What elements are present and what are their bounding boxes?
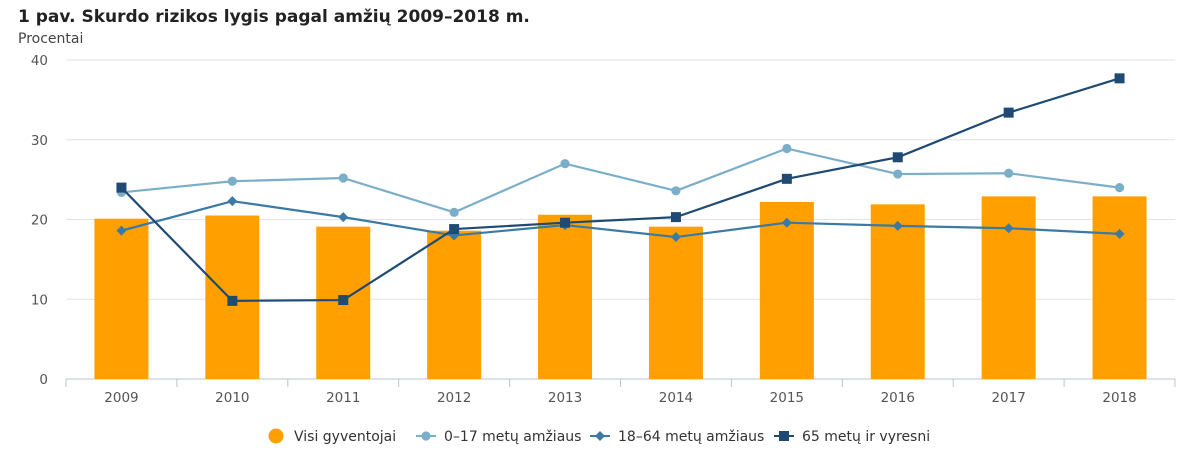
point <box>227 196 238 207</box>
legend-item: Visi gyventojai <box>268 428 396 445</box>
bar <box>1092 196 1147 379</box>
point <box>781 217 792 228</box>
chart-title: 1 pav. Skurdo rizikos lygis pagal amžių … <box>18 7 530 27</box>
bar <box>538 214 593 379</box>
y-tick-label: 40 <box>31 53 48 69</box>
point <box>670 232 681 243</box>
point <box>1114 73 1125 84</box>
legend-item: 65 metų ir vyresni <box>774 429 930 445</box>
series-line <box>120 77 1120 302</box>
point <box>338 295 349 306</box>
y-tick-label: 30 <box>31 133 48 149</box>
legend-item: 18–64 metų amžiaus <box>590 429 764 445</box>
bar <box>648 226 703 379</box>
x-tick-label: 2011 <box>326 390 360 406</box>
bar <box>870 204 925 379</box>
point <box>893 169 903 179</box>
point <box>670 212 681 223</box>
legend-label: 0–17 metų amžiaus <box>444 429 581 445</box>
x-tick-label: 2016 <box>881 390 915 406</box>
bar <box>759 201 814 379</box>
legend-symbol <box>268 428 284 444</box>
legend-label: Visi gyventojai <box>294 429 396 445</box>
point <box>338 212 349 223</box>
point <box>1004 168 1014 178</box>
point <box>1114 183 1125 193</box>
point <box>338 173 348 183</box>
x-tick-label: 2015 <box>770 390 804 406</box>
point <box>671 186 681 196</box>
legend-symbol <box>595 431 605 441</box>
x-tick-label: 2009 <box>104 390 138 406</box>
point <box>1114 228 1125 239</box>
point <box>1003 107 1014 118</box>
bar <box>427 230 482 379</box>
x-tick-label: 2014 <box>659 390 693 406</box>
legend-item: 0–17 metų amžiaus <box>416 429 581 445</box>
point <box>449 207 459 217</box>
y-axis-unit-label: Procentai <box>18 31 84 47</box>
y-tick-label: 0 <box>39 372 48 388</box>
legend-label: 18–64 metų amžiaus <box>618 429 764 445</box>
y-tick-label: 10 <box>31 292 48 308</box>
point <box>449 224 460 235</box>
point <box>227 295 238 306</box>
point <box>560 217 571 228</box>
y-tick-label: 20 <box>31 213 48 229</box>
point <box>560 159 570 169</box>
point <box>1003 223 1014 234</box>
point <box>892 152 903 163</box>
bar <box>94 218 149 379</box>
x-tick-label: 2018 <box>1102 390 1136 406</box>
series-line <box>121 147 1120 214</box>
point <box>227 176 237 186</box>
x-tick-label: 2010 <box>215 390 249 406</box>
point <box>116 225 127 236</box>
point <box>781 173 792 184</box>
legend-label: 65 metų ir vyresni <box>802 429 930 445</box>
series-line <box>121 200 1120 239</box>
point <box>116 182 127 193</box>
x-tick-label: 2017 <box>991 390 1025 406</box>
x-tick-label: 2013 <box>548 390 582 406</box>
point <box>892 220 903 231</box>
legend-symbol <box>779 431 789 441</box>
point <box>782 143 792 154</box>
legend-symbol <box>421 431 431 441</box>
x-tick-label: 2012 <box>437 390 471 406</box>
